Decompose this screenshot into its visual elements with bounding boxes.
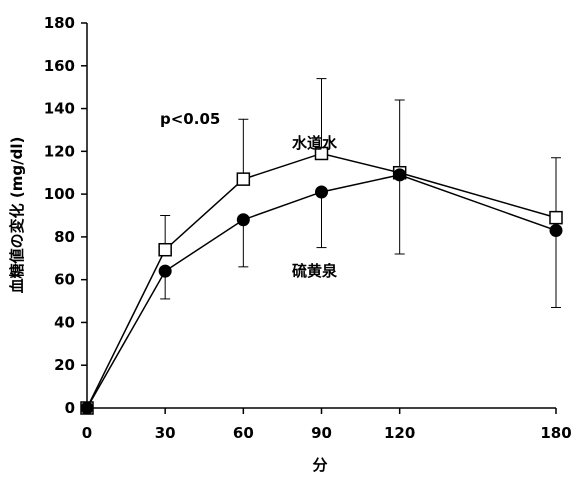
y-tick-label: 40 <box>54 313 75 331</box>
x-tick-label: 120 <box>384 424 415 442</box>
series-label-sulfur-spring: 硫黄泉 <box>292 262 338 280</box>
y-tick-label: 140 <box>44 100 75 118</box>
series-lines <box>86 152 557 409</box>
x-tick-label: 60 <box>233 424 254 442</box>
data-point-sulfur-spring <box>315 185 328 199</box>
y-tick-label: 80 <box>54 228 75 246</box>
x-tick-label: 90 <box>311 424 332 442</box>
y-tick-label: 20 <box>54 356 75 374</box>
axes: 0 20 40 60 80 100 120 140 160 180 0 30 60 90 120 180 <box>44 14 572 442</box>
data-point-tap-water <box>236 172 251 186</box>
markers <box>80 146 563 415</box>
x-tick-label: 180 <box>540 424 571 442</box>
y-tick-label: 0 <box>65 399 75 417</box>
series-line-sulfur-spring <box>86 174 557 409</box>
data-point-sulfur-spring <box>158 264 172 278</box>
data-point-sulfur-spring <box>549 223 563 237</box>
data-point-tap-water <box>314 146 329 161</box>
y-tick-label: 60 <box>54 271 75 289</box>
x-tick-label: 30 <box>155 424 176 442</box>
y-tick-label: 180 <box>44 14 75 32</box>
data-point-sulfur-spring <box>393 168 407 182</box>
data-point-sulfur-spring <box>80 401 94 415</box>
y-tick-label: 120 <box>44 142 75 160</box>
p-value-annotation: p<0.05 <box>160 110 220 128</box>
error-bars <box>160 78 561 308</box>
y-axis-title: 血糖値の変化 (mg/dl) <box>8 137 26 294</box>
x-tick-label: 0 <box>82 424 92 442</box>
y-tick-label: 100 <box>44 185 75 203</box>
data-point-tap-water <box>158 242 172 257</box>
series-label-tap-water: 水道水 <box>292 134 338 152</box>
y-tick-label: 160 <box>44 57 75 75</box>
x-axis-title: 分 <box>312 456 327 474</box>
data-point-sulfur-spring <box>236 213 250 227</box>
series-line-tap-water <box>86 152 557 409</box>
data-point-tap-water <box>549 210 563 225</box>
